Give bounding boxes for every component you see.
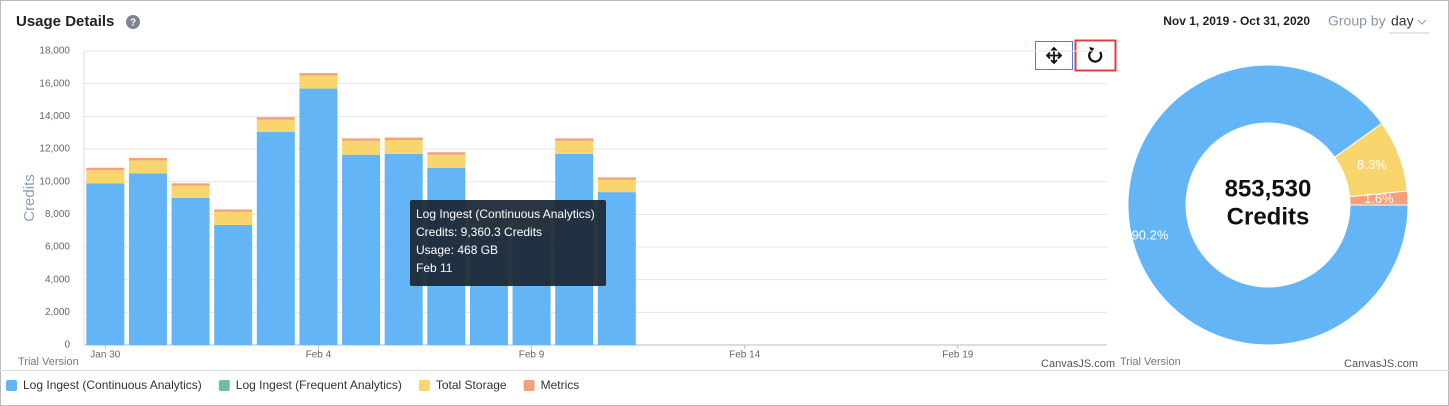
bar-segment [86, 170, 125, 184]
legend-swatch [418, 380, 430, 391]
y-tick-label: 6,000 [45, 242, 70, 253]
tooltip: Log Ingest (Continuous Analytics) Credits… [410, 200, 606, 286]
y-tick-label: 12,000 [39, 144, 70, 155]
legend-swatch [218, 380, 230, 391]
y-tick-label: 0 [64, 340, 70, 351]
reset-arrow [1089, 47, 1094, 53]
legend-label: Log Ingest (Frequent Analytics) [236, 378, 402, 392]
bar-segment [299, 75, 338, 89]
bar-segment [171, 185, 210, 198]
y-tick-label: 8,000 [45, 209, 70, 220]
y-tick-label: 2,000 [45, 307, 70, 318]
date-range[interactable]: Nov 1, 2019 - Oct 31, 2020 [1163, 14, 1310, 28]
bar-segment [128, 173, 167, 345]
y-tick-label: 10,000 [39, 176, 70, 187]
legend-swatch [6, 380, 17, 391]
bar-segment [171, 183, 210, 186]
panel-title: Usage Details [16, 13, 114, 30]
bar-segment [427, 154, 466, 168]
help-circle [126, 15, 140, 29]
legend-label: Total Storage [436, 378, 507, 392]
help-icon[interactable]: ? [126, 15, 140, 29]
legend-item[interactable]: Total Storage [418, 378, 507, 392]
bar-segment [256, 131, 295, 345]
bar-segment [86, 167, 125, 171]
bar-segment [384, 137, 423, 141]
bar-segment [171, 198, 210, 345]
bar-segment [128, 157, 167, 161]
bar-segment [342, 154, 381, 345]
pan-icon [1045, 46, 1063, 65]
pan-button[interactable] [1035, 41, 1073, 70]
y-tick-label: 4,000 [45, 274, 70, 285]
bar-segment [427, 152, 466, 155]
help-mark: ? [130, 18, 136, 29]
donut-center-text: 853,530 [1225, 175, 1312, 202]
bar-segment [256, 119, 295, 132]
x-tick-label: Jan 30 [90, 350, 120, 361]
slice-label: 8.3% [1357, 157, 1387, 172]
y-axis-title: Credits [21, 174, 38, 222]
reset-button-frame [1074, 39, 1117, 72]
bar-segment [299, 73, 338, 76]
bar-segment [214, 211, 253, 225]
bar-segment [597, 177, 636, 180]
donut-slice [1127, 64, 1409, 346]
tooltip-line: Log Ingest (Continuous Analytics) [416, 207, 595, 221]
x-tick-label: Feb 14 [729, 350, 761, 361]
tooltip-line: Feb 11 [416, 261, 453, 275]
bar-segment [214, 209, 253, 212]
legend-label: Metrics [541, 378, 580, 392]
bar-segment [555, 138, 594, 141]
tooltip-box [410, 200, 606, 286]
reset-button[interactable] [1074, 39, 1117, 72]
watermark: CanvasJS.com [1041, 358, 1115, 370]
x-tick-label: Feb 4 [306, 350, 332, 361]
bar-segment [597, 179, 636, 193]
legend-swatch [523, 380, 535, 391]
group-by-label: Group by [1328, 13, 1386, 29]
slice-label: 1.6% [1364, 191, 1394, 206]
donut-slice [1349, 190, 1409, 206]
watermark: Trial Version [18, 356, 79, 368]
bar-segment [256, 117, 295, 120]
legend-item[interactable]: Log Ingest (Frequent Analytics) [218, 378, 402, 392]
bar-segment [384, 140, 423, 154]
bar-segment [342, 140, 381, 155]
bar-segment [342, 138, 381, 141]
dropdown-chevron [1417, 19, 1427, 25]
tooltip-line: Credits: 9,360.3 Credits [416, 225, 542, 239]
group-by-value: day [1391, 13, 1414, 29]
watermark: Trial Version [1120, 356, 1181, 368]
tooltip-line: Usage: 468 GB [416, 243, 498, 257]
reset-icon [1088, 49, 1103, 63]
bar-segment [214, 224, 253, 345]
x-tick-label: Feb 9 [519, 350, 545, 361]
legend-item[interactable]: Metrics [523, 378, 580, 392]
y-tick-label: 14,000 [39, 111, 70, 122]
group-by-select[interactable]: day [1389, 13, 1429, 34]
legend-item[interactable]: Log Ingest (Continuous Analytics) [6, 378, 202, 392]
y-tick-label: 18,000 [39, 46, 70, 57]
donut-center-text: Credits [1227, 203, 1310, 230]
slice-label: 90.2% [1132, 227, 1169, 242]
x-tick-label: Feb 19 [942, 350, 974, 361]
watermark: CanvasJS.com [1344, 358, 1418, 370]
legend-label: Log Ingest (Continuous Analytics) [23, 378, 202, 392]
bar-segment [555, 140, 594, 154]
y-tick-label: 16,000 [39, 78, 70, 89]
bar-segment [299, 88, 338, 346]
bar-segment [86, 183, 125, 345]
bar-segment [128, 160, 167, 174]
